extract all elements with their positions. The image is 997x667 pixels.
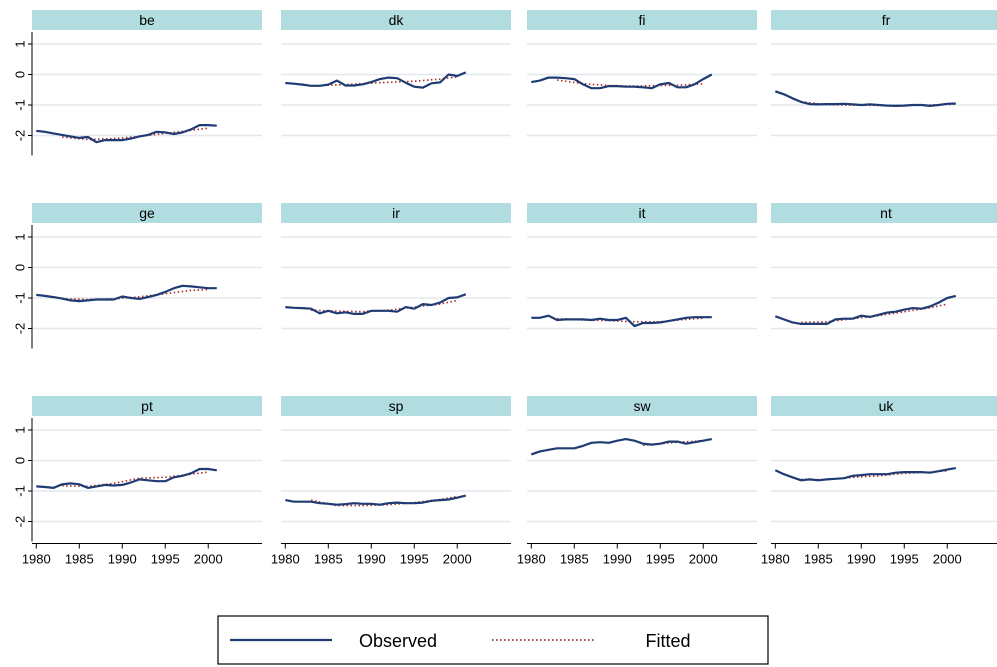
panel-it: it [527,203,757,330]
panel-title: pt [141,398,153,414]
panel-strip [527,203,757,223]
panel-strip [32,203,262,223]
panel-strip [771,10,997,30]
x-tick-label: 1995 [646,552,675,567]
panel-title: sw [633,398,651,414]
panel-title: uk [879,398,895,414]
series-observed-line [774,90,956,108]
panel-strip [281,10,511,30]
x-tick-label: 1995 [151,552,180,567]
series-fitted-line [557,317,704,323]
x-tick-label: 1980 [761,552,790,567]
panel-be: be 1 0 -1 -2 [13,10,262,156]
x-tick-label: 1990 [357,552,386,567]
panel-title: it [639,205,646,221]
series-observed-line [531,314,712,328]
x-tick-label: 2000 [443,552,472,567]
series-observed-line [530,438,713,456]
series-observed-line [285,494,467,506]
panel-strip [281,203,511,223]
y-tick-label: 1 [13,40,28,47]
panel-strip [527,10,757,30]
panel-sp: sp 1980 1985 1990 1995 2000 [271,396,511,567]
panel-pt: pt 1 0 -1 -2 1980 1985 1990 1995 2000 [13,396,262,567]
chart-panels: be 1 0 -1 -2 dk fi fr ge 1 0 -1 -2 ir it nt pt 1 0 -1 -2 1980… [13,10,997,567]
panel-sw: sw 1980 1985 1990 1995 2000 [517,396,757,567]
y-tick-label: -2 [13,323,28,335]
series-fitted-line [311,76,458,87]
x-tick-label: 1990 [603,552,632,567]
x-tick-label: 1990 [847,552,876,567]
panel-title: fi [639,12,646,28]
panel-title: ir [392,205,400,221]
y-tick-label: 1 [13,426,28,433]
series-observed-line [36,123,217,144]
panel-strip [527,396,757,416]
panel-title: ge [139,205,155,221]
panel-ir: ir [281,203,511,330]
panel-fr: fr [771,10,997,137]
series-observed-line [36,467,217,489]
y-tick-label: 0 [13,457,28,464]
panel-fi: fi [527,10,757,137]
legend: Observed Fitted [217,615,769,665]
panel-nt: nt [771,203,997,330]
panel-ge: ge 1 0 -1 -2 [13,203,262,349]
x-tick-label: 1985 [804,552,833,567]
x-tick-label: 1980 [22,552,51,567]
x-tick-label: 1995 [890,552,919,567]
legend-observed-label: Observed [359,631,437,651]
panel-title: be [139,12,155,28]
x-tick-label: 2000 [933,552,962,567]
panel-title: fr [882,12,891,28]
series-fitted-line [556,79,704,87]
x-tick-label: 1995 [400,552,429,567]
x-tick-label: 2000 [689,552,718,567]
panel-title: nt [880,205,892,221]
panel-strip [771,203,997,223]
y-tick-label: -1 [13,485,28,497]
series-observed-line [285,293,467,315]
y-tick-label: -1 [13,292,28,304]
y-tick-label: -2 [13,516,28,528]
y-tick-label: 0 [13,264,28,271]
y-tick-label: -1 [13,99,28,111]
series-observed-line [774,467,956,482]
panel-dk: dk [281,10,511,137]
panel-title: dk [389,12,405,28]
series-observed-line [774,294,957,325]
panel-strip [32,396,262,416]
x-tick-label: 1990 [108,552,137,567]
x-tick-label: 1985 [560,552,589,567]
panel-uk: uk 1980 1985 1990 1995 2000 [761,396,997,567]
panel-strip [771,396,997,416]
x-tick-label: 1980 [271,552,300,567]
series-fitted-line [62,288,209,301]
x-tick-label: 2000 [194,552,223,567]
panel-title: sp [389,398,404,414]
series-observed-line [285,71,467,89]
panel-strip [281,396,511,416]
series-observed-line [531,73,713,90]
y-tick-label: 0 [13,71,28,78]
y-tick-label: -2 [13,130,28,142]
panel-strip [32,10,262,30]
x-tick-label: 1980 [517,552,546,567]
y-tick-label: 1 [13,233,28,240]
x-tick-label: 1985 [314,552,343,567]
legend-fitted-label: Fitted [645,631,690,651]
x-tick-label: 1985 [65,552,94,567]
series-observed-line [36,284,217,303]
